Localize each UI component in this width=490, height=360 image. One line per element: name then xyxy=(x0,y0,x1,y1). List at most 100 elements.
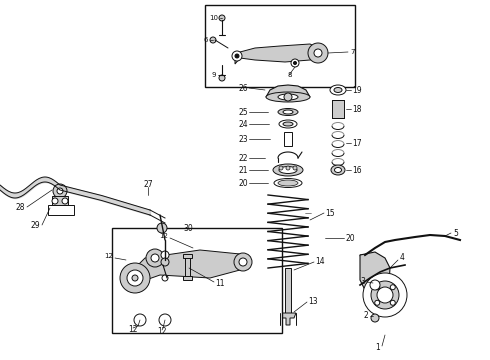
Circle shape xyxy=(371,281,399,309)
Circle shape xyxy=(390,300,395,305)
Polygon shape xyxy=(360,252,390,308)
Text: 10: 10 xyxy=(209,15,218,21)
Ellipse shape xyxy=(283,122,293,126)
Text: 1: 1 xyxy=(375,343,380,352)
Bar xyxy=(185,256,190,276)
Circle shape xyxy=(132,275,138,281)
Circle shape xyxy=(162,275,168,281)
Text: 15: 15 xyxy=(325,208,335,217)
Polygon shape xyxy=(280,313,296,325)
Circle shape xyxy=(127,270,143,286)
Ellipse shape xyxy=(335,167,342,172)
Text: 26: 26 xyxy=(238,84,248,93)
Text: 4: 4 xyxy=(400,253,405,262)
Text: 27: 27 xyxy=(143,180,153,189)
Text: 9: 9 xyxy=(212,72,216,78)
Circle shape xyxy=(279,166,283,170)
Text: 2: 2 xyxy=(363,311,368,320)
Ellipse shape xyxy=(274,179,302,188)
Text: 14: 14 xyxy=(315,257,325,266)
Text: 8: 8 xyxy=(287,72,292,78)
Circle shape xyxy=(308,43,328,63)
Circle shape xyxy=(377,287,393,303)
Circle shape xyxy=(53,184,67,198)
Ellipse shape xyxy=(334,87,342,93)
Circle shape xyxy=(159,314,171,326)
Circle shape xyxy=(210,37,216,43)
Text: 12: 12 xyxy=(104,253,113,259)
Circle shape xyxy=(371,314,379,322)
Circle shape xyxy=(390,285,395,290)
Circle shape xyxy=(134,314,146,326)
Ellipse shape xyxy=(273,164,303,176)
Circle shape xyxy=(161,258,169,266)
Polygon shape xyxy=(48,205,74,215)
Circle shape xyxy=(120,263,150,293)
Polygon shape xyxy=(128,250,245,282)
Text: 5: 5 xyxy=(453,229,458,238)
Circle shape xyxy=(146,249,164,267)
Bar xyxy=(284,132,292,146)
Text: 30: 30 xyxy=(183,224,193,233)
Text: 13: 13 xyxy=(308,297,318,306)
Text: 20: 20 xyxy=(238,179,248,188)
Circle shape xyxy=(157,223,167,233)
Text: 28: 28 xyxy=(16,202,25,212)
Ellipse shape xyxy=(279,120,297,128)
Text: 12: 12 xyxy=(128,325,138,334)
Text: 3: 3 xyxy=(360,278,365,287)
Circle shape xyxy=(239,258,247,266)
Text: 20: 20 xyxy=(345,234,355,243)
Circle shape xyxy=(161,251,169,259)
Circle shape xyxy=(62,198,68,204)
Text: 21: 21 xyxy=(239,166,248,175)
Text: 17: 17 xyxy=(352,139,362,148)
Bar xyxy=(205,5,355,87)
Text: 22: 22 xyxy=(239,153,248,162)
Circle shape xyxy=(219,75,225,81)
Text: 25: 25 xyxy=(238,108,248,117)
Circle shape xyxy=(232,51,242,61)
Text: 18: 18 xyxy=(352,104,362,113)
Circle shape xyxy=(151,254,159,262)
Circle shape xyxy=(375,300,380,305)
Ellipse shape xyxy=(278,180,298,186)
Polygon shape xyxy=(266,85,310,97)
Polygon shape xyxy=(360,255,372,262)
Text: 23: 23 xyxy=(238,135,248,144)
Text: 12: 12 xyxy=(159,233,168,239)
Bar xyxy=(112,228,282,333)
Circle shape xyxy=(291,59,299,67)
Circle shape xyxy=(375,285,380,290)
Circle shape xyxy=(284,93,292,101)
Ellipse shape xyxy=(331,165,345,175)
Text: 6: 6 xyxy=(203,37,208,43)
Text: —: — xyxy=(305,210,312,216)
Text: 11: 11 xyxy=(215,279,224,288)
Circle shape xyxy=(363,273,407,317)
Ellipse shape xyxy=(278,108,298,116)
Circle shape xyxy=(314,49,322,57)
Polygon shape xyxy=(235,44,318,64)
Text: 24: 24 xyxy=(238,120,248,129)
Text: 29: 29 xyxy=(30,220,40,230)
Circle shape xyxy=(235,54,239,58)
Ellipse shape xyxy=(330,85,346,95)
Text: 7: 7 xyxy=(350,49,354,55)
Text: 12: 12 xyxy=(157,328,167,337)
Bar xyxy=(183,276,192,280)
Ellipse shape xyxy=(279,166,297,174)
Circle shape xyxy=(370,280,380,290)
Ellipse shape xyxy=(278,94,298,100)
Polygon shape xyxy=(52,196,68,205)
Circle shape xyxy=(57,188,63,194)
Circle shape xyxy=(52,198,58,204)
Text: 19: 19 xyxy=(352,86,362,95)
Circle shape xyxy=(286,166,290,170)
Bar xyxy=(285,268,291,313)
Circle shape xyxy=(234,253,252,271)
Circle shape xyxy=(219,15,225,21)
Text: 16: 16 xyxy=(352,166,362,175)
Ellipse shape xyxy=(283,110,293,114)
Circle shape xyxy=(293,166,297,170)
